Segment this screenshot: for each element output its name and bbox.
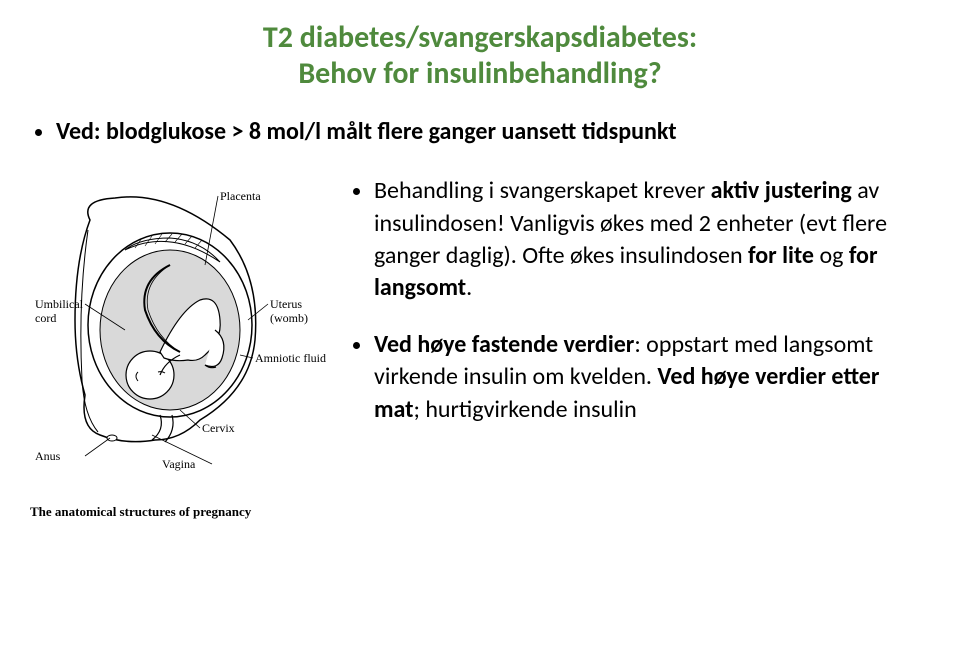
side-bullet-2: Ved høye fastende verdier: oppstart med … [374,329,930,426]
anatomy-label: Uterus [270,297,302,311]
text-span: ; hurtigvirkende insulin [413,395,636,424]
anatomy-label: cord [35,311,56,325]
anatomy-svg: Placenta Umbilicalcord Uterus(womb) Amnioti… [30,175,330,495]
bold-span: for lite [748,241,814,270]
text-span: og [814,241,849,270]
anatomy-diagram: Placenta Umbilicalcord Uterus(womb) Amnioti… [30,175,330,520]
top-bullet-list: Ved: blodglukose > 8 mol/l målt flere ga… [30,116,930,147]
anus-shape [107,435,117,441]
top-bullet-item: Ved: blodglukose > 8 mol/l målt flere ga… [56,116,930,147]
anatomy-label: (womb) [270,311,308,325]
bold-span: Ved høye fastende verdier [374,330,634,359]
text-span: . [466,273,472,302]
side-bullet-list: Behandling i svangerskapet krever aktiv … [348,175,930,450]
anatomy-label: Umbilical [35,297,84,311]
text-span: Behandling i svangerskapet krever [374,176,711,205]
anatomy-label: Placenta [220,189,261,203]
anatomy-label: Amniotic fluid [255,351,326,365]
content-row: Placenta Umbilicalcord Uterus(womb) Amnioti… [30,175,930,520]
title-line-1: T2 diabetes/svangerskapsdiabetes: [263,19,697,56]
side-bullet-1: Behandling i svangerskapet krever aktiv … [374,175,930,305]
diagram-caption: The anatomical structures of pregnancy [30,504,330,520]
bold-span: aktiv justering [711,176,852,205]
anatomy-label: Anus [35,449,61,463]
anatomy-label: Cervix [202,421,235,435]
slide-title: T2 diabetes/svangerskapsdiabetes: Behov … [30,20,930,92]
title-line-2: Behov for insulinbehandling? [298,55,661,92]
anatomy-label: Vagina [162,457,196,471]
